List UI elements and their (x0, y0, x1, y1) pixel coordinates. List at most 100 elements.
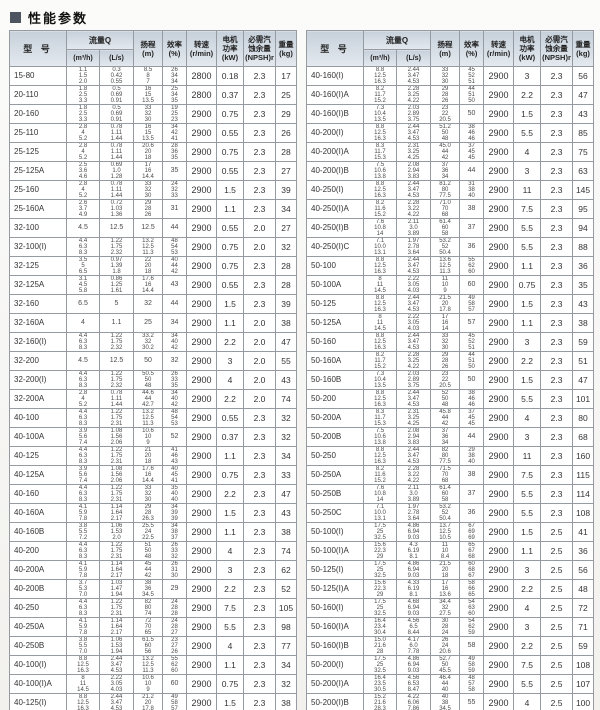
cell-flow-m3h: 8 11 14.5 (66, 674, 100, 694)
cell-power: 0.75 (216, 674, 245, 694)
cell-efficiency: 34 39 39 (162, 503, 188, 523)
cell-flow-m3h: 3.9 5.6 7.4 (66, 465, 100, 485)
cell-speed: 2900 (483, 370, 515, 390)
cell-head: 29 28 26 (430, 85, 461, 105)
cell-weight: 94 (572, 218, 595, 238)
col-header-head: 扬程 (m) (430, 30, 461, 67)
cell-efficiency: 52 (162, 427, 188, 447)
table-row: 40-125A 3.9 5.6 7.4 1.08 1.56 2.06 17.6 16 14.4 40… (9, 465, 298, 485)
cell-weight: 38 (275, 313, 298, 333)
cell-weight: 85 (572, 123, 595, 143)
cell-flow-ls: 4.86 6.94 9.03 (396, 522, 432, 542)
cell-flow-ls: 4.86 6.94 9.03 (396, 655, 432, 675)
cell-flow-ls: 1.22 1.75 2.32 (98, 237, 135, 257)
cell-weight: 43 (572, 104, 595, 124)
cell-power: 0.55 (216, 161, 245, 181)
cell-speed: 2900 (483, 465, 515, 485)
cell-flow-m3h: 7.5 10.6 13.8 (363, 427, 398, 447)
cell-efficiency: 44 (162, 294, 188, 314)
cell-flow-m3h: 7.3 10.4 13.5 (363, 104, 398, 124)
cell-efficiency: 23 27 26 (162, 636, 188, 656)
table-row: 50-250A 8.2 11.6 15.2 2.28 3.22 4.22 71.5 70 68 38… (306, 465, 595, 485)
cell-flow-m3h: 4.5 (66, 218, 100, 238)
cell-flow-ls: 1.14 1.64 2.17 (98, 617, 135, 637)
cell-head: 33 32 30 (133, 180, 164, 200)
cell-weight: 74 (275, 541, 298, 561)
cell-flow-ls: 1.08 1.56 2.06 (98, 465, 135, 485)
cell-npsh: 2.0 (243, 351, 277, 371)
cell-flow-ls: 1.97 2.78 3.64 (396, 237, 432, 257)
cell-weight: 115 (572, 465, 595, 485)
cell-npsh: 2.3 (540, 294, 574, 314)
cell-flow-m3h: 4.4 6.3 8.3 (66, 541, 100, 561)
cell-npsh: 2.3 (243, 617, 277, 637)
cell-model: 40-125(I) (9, 693, 67, 710)
cell-npsh: 2.3 (540, 123, 574, 143)
cell-model: 50-250 (306, 446, 365, 466)
cell-model: 32-160(I) (9, 332, 67, 352)
col-header-npsh: 必需汽 蚀余量 (NPSH)r (243, 30, 277, 67)
cell-head: 82 80 77.5 (430, 446, 461, 466)
cell-weight: 32 (275, 408, 298, 428)
cell-power: 5.5 (513, 503, 542, 523)
cell-efficiency: 34 38 37 (162, 522, 188, 542)
cell-speed: 2900 (186, 256, 218, 276)
cell-npsh: 2.3 (540, 427, 574, 447)
cell-model: 50-160(I)B (306, 636, 365, 656)
cell-model: 40-160(I) (306, 66, 365, 86)
table-row: 25-160A 2.6 3.7 4.9 0.72 1.03 1.36 29 28 26 31 2900… (9, 199, 298, 219)
cell-flow-m3h: 15.6 22.3 29 (363, 579, 398, 599)
cell-head: 21.5 20 17.8 (430, 294, 461, 314)
cell-efficiency: 34 42 41 (162, 123, 188, 143)
table-row: 32-160 6.5 5 32 44 2900 1.5 2.3 39 (9, 294, 298, 314)
cell-flow-ls: 1.22 1.75 2.32 (98, 370, 135, 390)
cell-weight: 27 (275, 161, 298, 181)
table-row: 40-200(I)B 7.5 10.6 13.8 2.08 2.94 3.83 37 36 34 4… (306, 161, 595, 181)
cell-weight: 28 (275, 256, 298, 276)
cell-efficiency: 60 (459, 275, 485, 295)
table-row: 50-200(I)B 15.2 21.6 28.3 4.22 6.06 7.86 40 38 34… (306, 693, 595, 710)
cell-efficiency: 37 (459, 484, 485, 504)
cell-npsh: 2.0 (243, 389, 277, 409)
cell-model: 32-160 (9, 294, 67, 314)
cell-efficiency: 48 54 53 (162, 237, 188, 257)
cell-speed: 2900 (483, 351, 515, 371)
cell-speed: 2900 (186, 617, 218, 637)
cell-flow-m3h: 15.0 21.6 28 (363, 636, 398, 656)
table-row: 50-160(I)A 16.4 23.4 30.4 4.56 6.5 8.44 30 28 24 5… (306, 617, 595, 637)
cell-weight: 47 (572, 85, 595, 105)
cell-efficiency: 58 66 65 (459, 579, 485, 599)
cell-head: 12.5 (133, 218, 164, 238)
cell-head: 38 36 34.5 (133, 579, 164, 599)
cell-efficiency: 26 33 32 (162, 541, 188, 561)
cell-flow-ls: 1.22 1.75 2.31 (98, 598, 135, 618)
cell-head: 50 (133, 351, 164, 371)
cell-model: 32-200A (9, 389, 67, 409)
cell-weight: 108 (572, 655, 595, 675)
cell-weight: 107 (572, 674, 595, 694)
cell-head: 11 10 8.4 (430, 541, 461, 561)
cell-head: 13.2 12.5 11.3 (133, 237, 164, 257)
cell-npsh: 2.3 (540, 199, 574, 219)
col-header-speed: 转速 (r/min) (186, 30, 218, 67)
cell-speed: 2900 (186, 104, 218, 124)
cell-head: 25 (133, 313, 164, 333)
cell-efficiency: 28 36 35 (162, 142, 188, 162)
cell-efficiency: 19 25 23 (162, 104, 188, 124)
cell-speed: 2900 (483, 541, 515, 561)
cell-speed: 2900 (483, 313, 515, 333)
cell-power: 11 (513, 180, 542, 200)
cell-flow-m3h: 2.8 4 5.2 (66, 389, 100, 409)
cell-weight: 75 (572, 142, 595, 162)
cell-speed: 2900 (483, 579, 515, 599)
cell-power: 1.5 (216, 180, 245, 200)
table-row: 50-125 8.8 12.5 16.3 2.44 3.47 4.53 21.5 20 17.8 4… (306, 294, 595, 314)
cell-efficiency: 34 40 42 (162, 332, 188, 352)
cell-speed: 2900 (186, 161, 218, 181)
cell-weight: 51 (572, 351, 595, 371)
cell-speed: 2900 (186, 389, 218, 409)
cell-npsh: 2.5 (540, 617, 574, 637)
cell-flow-ls: 2.44 3.47 4.53 (396, 294, 432, 314)
cell-npsh: 2.3 (540, 465, 574, 485)
cell-power: 3 (216, 560, 245, 580)
